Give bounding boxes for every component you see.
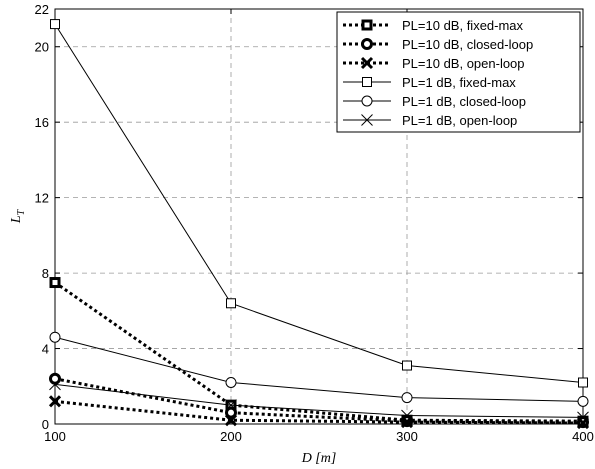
legend-box [336,11,581,133]
data-point-square [578,377,588,388]
data-point-cross [360,56,374,70]
data-point-cross [576,416,590,430]
data-point-circle [49,372,61,385]
y-tick-label: 22 [35,2,49,17]
series-line [54,383,584,418]
data-point-cross [49,378,61,391]
legend-label: PL=1 dB, fixed-max [402,75,516,90]
x-axis-label: D [m] [301,451,337,466]
y-tick-label: 8 [42,266,49,281]
legend-label: PL=1 dB, open-loop [402,113,517,128]
legend-item: PL=1 dB, closed-loop [343,94,526,109]
series [49,372,589,429]
y-tick-label: 20 [35,40,49,55]
data-point-square [361,19,373,31]
data-point-circle [361,95,373,107]
y-axis-label-main: L [9,215,24,224]
x-tick-label: 300 [396,429,418,444]
legend: PL=10 dB, fixed-max PL=10 dB, closed-loop… [336,11,581,133]
y-tick-label: 12 [35,191,49,206]
data-point-square [50,19,60,30]
series [50,19,588,388]
y-tick-label: 4 [42,342,49,357]
data-point-circle [577,395,589,407]
legend-item: PL=10 dB, fixed-max [343,18,524,33]
data-point-cross [48,395,62,408]
data-point-square [49,277,61,289]
legend-item: PL=10 dB, open-loop [343,56,525,71]
series-line [54,377,584,424]
x-tick-label: 400 [572,429,594,444]
data-point-cross [577,411,589,424]
series-line [54,23,584,383]
y-axis-label-subscript: T [16,208,27,215]
legend-item: PL=1 dB, fixed-max [343,75,516,90]
x-tick-label: 100 [44,429,66,444]
legend-label: PL=10 dB, closed-loop [402,37,533,52]
y-tick-label: 0 [42,417,49,432]
data-point-circle [49,331,61,343]
series-lines [48,19,590,430]
series-line [54,336,584,402]
y-tick-label: 16 [35,115,49,130]
series [49,378,589,424]
data-point-circle [225,377,237,388]
y-axis-label: LT [9,208,27,224]
legend-item: PL=10 dB, closed-loop [343,37,533,52]
data-point-circle [401,392,413,404]
data-point-cross [361,114,373,126]
data-point-square [362,77,372,87]
series-line [54,281,584,423]
legend-item: PL=1 dB, open-loop [343,113,517,128]
series [49,331,589,407]
data-point-cross [225,399,237,411]
data-point-cross [224,414,238,427]
series [49,277,589,427]
data-point-circle [361,38,373,50]
legend-label: PL=10 dB, fixed-max [402,18,524,33]
data-point-square [226,298,236,309]
data-point-circle [225,406,237,419]
legend-label: PL=10 dB, open-loop [402,56,525,71]
legend-label: PL=1 dB, closed-loop [402,94,526,109]
plot-frame [54,8,584,425]
grid-lines [55,9,583,424]
x-tick-label: 200 [220,429,242,444]
data-point-cross [401,409,413,422]
series-line [54,399,584,425]
data-point-square [402,360,412,371]
